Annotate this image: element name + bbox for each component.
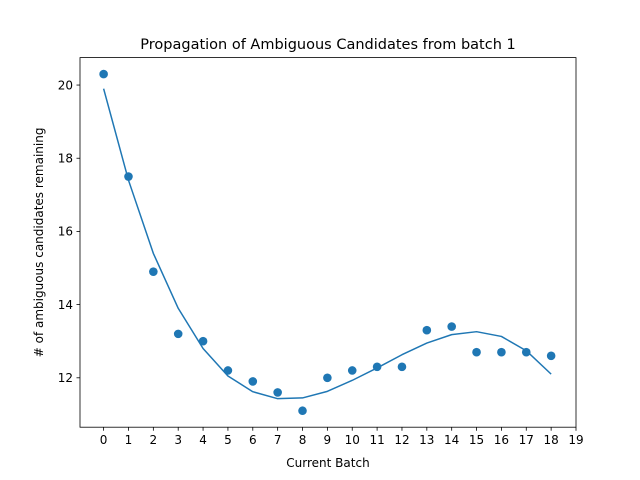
data-point xyxy=(497,347,506,357)
plot-frame xyxy=(79,57,577,428)
fit-line xyxy=(102,88,552,400)
x-tick-label: 18 xyxy=(543,433,558,447)
data-point xyxy=(397,362,407,372)
data-point xyxy=(521,347,531,357)
data-point xyxy=(447,322,456,331)
data-point xyxy=(323,373,332,383)
data-point xyxy=(223,366,233,375)
y-tick-label: 12 xyxy=(58,371,73,385)
x-tick-label: 4 xyxy=(199,433,207,447)
data-point xyxy=(546,351,556,361)
y-tick-label: 16 xyxy=(58,225,73,239)
x-tick-label: 19 xyxy=(568,433,583,447)
x-tick-label: 2 xyxy=(150,433,158,447)
data-point xyxy=(472,347,481,357)
x-tick-label: 1 xyxy=(125,433,133,447)
y-tick-label: 14 xyxy=(58,298,73,312)
x-tick-label: 6 xyxy=(249,433,257,447)
x-tick-label: 16 xyxy=(494,433,509,447)
data-point xyxy=(99,69,108,79)
x-axis-label: Current Batch xyxy=(286,456,369,470)
chart-marks xyxy=(99,69,556,416)
data-point xyxy=(422,325,432,335)
x-tick-label: 13 xyxy=(419,433,434,447)
data-point xyxy=(347,366,357,375)
x-tick-label: 9 xyxy=(324,433,332,447)
x-tick-label: 3 xyxy=(174,433,182,447)
x-tick-label: 7 xyxy=(274,433,282,447)
data-point xyxy=(372,362,382,372)
y-axis-ticks: 12 14 16 18 20 xyxy=(58,78,80,385)
x-axis-ticks: 0 1 2 3 4 5 6 7 8 9 10 11 12 13 14 15 16 17 18 19 xyxy=(100,427,584,447)
data-point xyxy=(173,329,183,339)
data-point xyxy=(298,406,307,416)
x-tick-label: 10 xyxy=(345,433,360,447)
plot-area xyxy=(80,57,576,428)
x-tick-label: 11 xyxy=(369,433,384,447)
data-point xyxy=(273,388,282,397)
x-tick-label: 17 xyxy=(519,433,534,447)
x-tick-label: 0 xyxy=(100,433,108,447)
x-tick-label: 12 xyxy=(394,433,409,447)
x-tick-label: 5 xyxy=(224,433,232,447)
data-point xyxy=(124,172,133,181)
x-tick-label: 8 xyxy=(299,433,307,447)
data-point xyxy=(198,336,208,346)
data-point xyxy=(149,267,158,276)
x-tick-label: 15 xyxy=(469,433,484,447)
y-tick-label: 18 xyxy=(58,152,73,166)
x-tick-label: 14 xyxy=(444,433,459,447)
chart-title: Propagation of Ambiguous Candidates from… xyxy=(140,37,515,53)
y-axis-label: # of ambiguous candidates remaining xyxy=(32,128,46,358)
data-point xyxy=(248,377,258,386)
y-tick-label: 20 xyxy=(58,78,73,92)
